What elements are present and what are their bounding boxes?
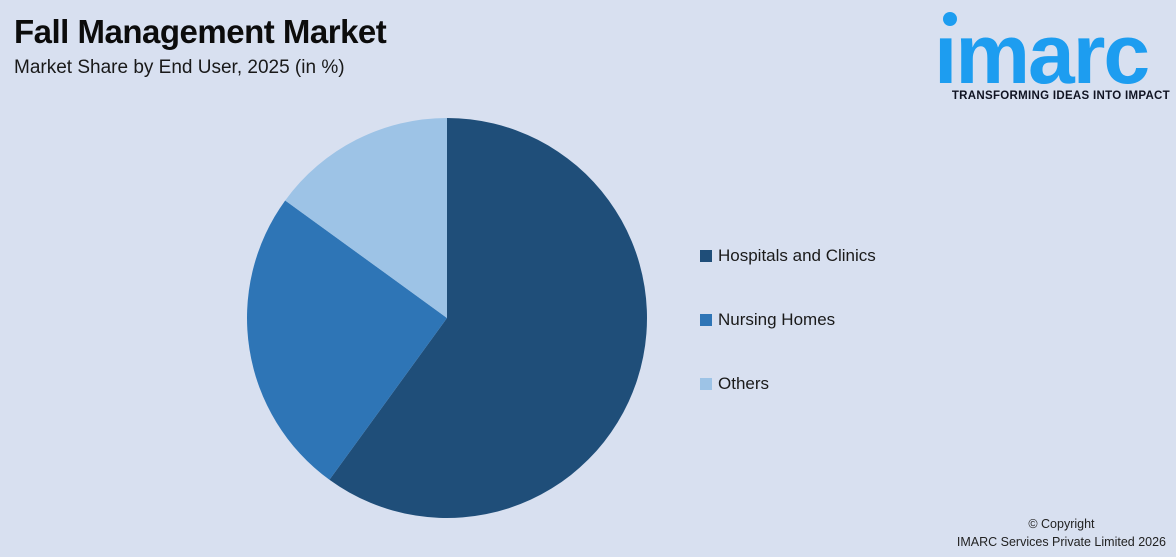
legend-swatch-hospitals-and-clinics bbox=[700, 249, 712, 262]
copyright-notice: © Copyright IMARC Services Private Limit… bbox=[957, 516, 1166, 551]
copyright-line-2: IMARC Services Private Limited 2026 bbox=[956, 534, 1166, 549]
legend-swatch-nursing-homes bbox=[700, 313, 712, 326]
legend-item-others: Others bbox=[700, 373, 876, 394]
legend-item-hospitals-and-clinics: Hospitals and Clinics bbox=[700, 245, 876, 266]
copyright-line-1: © Copyright bbox=[1028, 517, 1095, 531]
pie-slice-nursing-homes bbox=[247, 200, 447, 480]
legend-label: Nursing Homes bbox=[718, 310, 836, 329]
pie-slice-others bbox=[285, 118, 447, 318]
chart-subtitle: Market Share by End User, 2025 (in %) bbox=[14, 57, 345, 79]
logo-wordmark: ımarc bbox=[934, 7, 1150, 101]
page-title: Fall Management Market bbox=[14, 13, 387, 50]
imarc-logo: ımarc TRANSFORMING IDEAS INTO IMPACT bbox=[934, 10, 1172, 114]
legend-item-nursing-homes: Nursing Homes bbox=[700, 309, 876, 330]
legend-swatch-others bbox=[700, 377, 712, 390]
header: Fall Management Market Market Share by E… bbox=[14, 13, 387, 80]
logo-dot-icon bbox=[943, 12, 957, 26]
chart-legend: Hospitals and Clinics Nursing Homes Othe… bbox=[700, 245, 876, 394]
legend-label: Others bbox=[718, 374, 770, 393]
pie-slice-hospitals-and-clinics bbox=[329, 118, 648, 518]
logo-tagline: TRANSFORMING IDEAS INTO IMPACT bbox=[951, 90, 1170, 102]
pie-chart bbox=[247, 118, 648, 518]
legend-label: Hospitals and Clinics bbox=[718, 246, 876, 265]
